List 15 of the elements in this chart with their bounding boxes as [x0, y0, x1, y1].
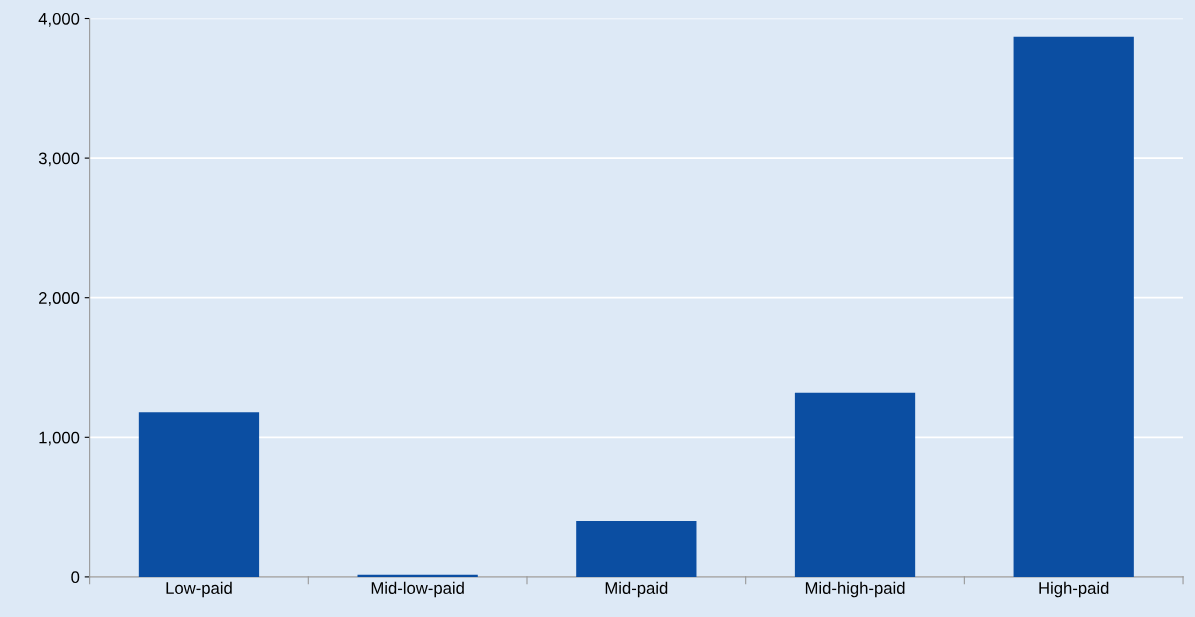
x-tick-label: Mid-low-paid	[371, 581, 464, 598]
x-tick-label: Mid-paid	[605, 581, 668, 598]
y-tick-label: 3,000	[38, 152, 80, 167]
bar	[576, 521, 697, 577]
y-tick-label: 4,000	[38, 12, 80, 27]
x-tick-label: Mid-high-paid	[805, 581, 905, 598]
bar	[1013, 36, 1134, 577]
y-tick-label: 1,000	[39, 431, 80, 446]
bar	[138, 412, 260, 577]
y-tick-label: 0	[71, 571, 80, 584]
x-tick-label: High-paid	[1039, 581, 1109, 598]
x-tick-label: Low-paid	[166, 581, 232, 598]
y-tick-label: 2,000	[39, 292, 80, 306]
bar	[794, 392, 916, 577]
bar	[357, 574, 478, 577]
